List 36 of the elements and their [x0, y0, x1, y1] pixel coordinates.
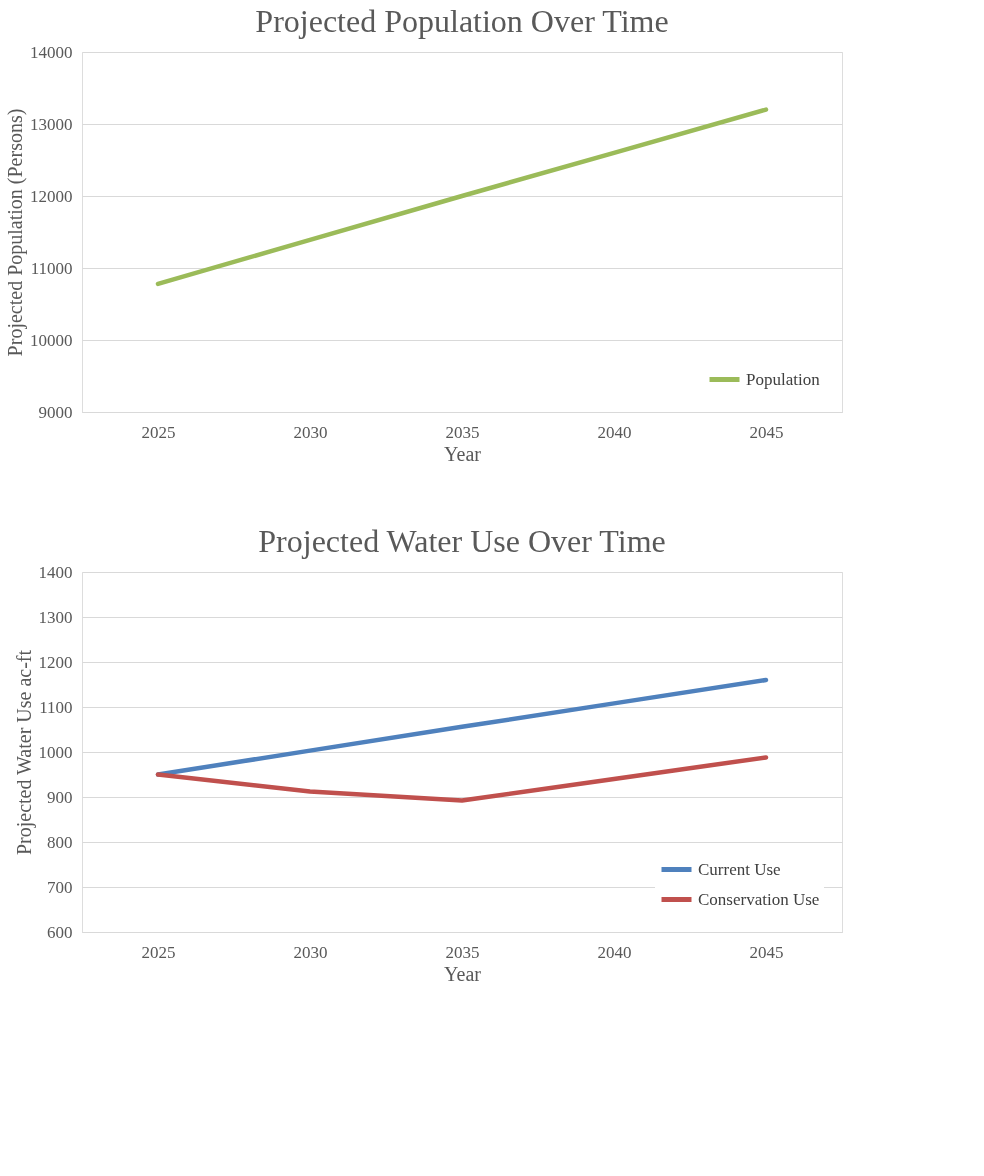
y-tick-label: 600 [47, 922, 73, 942]
y-axis-title: Projected Water Use ac-ft [12, 649, 36, 856]
legend-label: Conservation Use [698, 889, 820, 909]
x-axis-title: Year [444, 962, 482, 985]
y-tick-label: 1300 [38, 607, 73, 627]
legend-label: Population [746, 369, 821, 389]
x-tick-label: 2045 [749, 422, 784, 442]
y-tick-label: 9000 [38, 402, 73, 422]
y-tick-label: 11000 [30, 258, 73, 278]
x-axis-title: Year [444, 442, 482, 465]
x-tick-label: 2030 [293, 422, 328, 442]
x-tick-label: 2025 [141, 942, 176, 962]
x-tick-label: 2040 [597, 942, 632, 962]
y-tick-label: 13000 [30, 114, 73, 134]
x-tick-label: 2030 [293, 942, 328, 962]
y-tick-label: 700 [47, 877, 73, 897]
x-tick-label: 2035 [445, 422, 480, 442]
legend-label: Current Use [698, 859, 781, 879]
y-tick-label: 1200 [38, 652, 73, 672]
x-tick-label: 2025 [141, 422, 176, 442]
chart-title: Projected Population Over Time [255, 3, 669, 39]
y-tick-label: 900 [47, 787, 73, 807]
chart-title: Projected Water Use Over Time [258, 523, 666, 559]
line-series [155, 107, 769, 287]
y-tick-label: 800 [47, 832, 73, 852]
y-tick-label: 1100 [39, 697, 73, 717]
y-tick-label: 1400 [38, 562, 73, 582]
x-tick-label: 2040 [597, 422, 632, 442]
x-tick-label: 2035 [445, 942, 480, 962]
y-tick-label: 14000 [30, 42, 73, 62]
y-tick-label: 12000 [30, 186, 73, 206]
y-axis-title: Projected Population (Persons) [4, 108, 27, 357]
y-tick-label: 1000 [38, 742, 73, 762]
x-tick-label: 2045 [749, 942, 784, 962]
line-series [155, 755, 769, 803]
y-tick-label: 10000 [30, 330, 73, 350]
